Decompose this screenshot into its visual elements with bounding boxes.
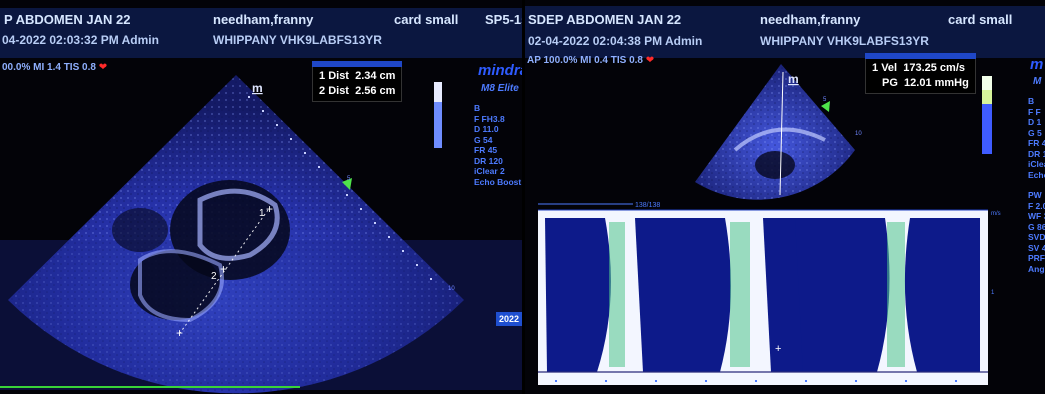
left-study-title: P ABDOMEN JAN 22 [4, 12, 131, 27]
right-echo-panel: SDEP ABDOMEN JAN 22 02-04-2022 02:04:38 … [525, 0, 1045, 394]
svg-text:+: + [266, 202, 273, 216]
left-measurement-1: 1 Dist 2.34 cm [319, 70, 396, 82]
right-preset: card small [948, 12, 1013, 27]
right-param-list-b: BF FD 1 G 5FR 4DR 1 iCleaEcho [1028, 96, 1045, 180]
caliper-1-label: 1 [259, 208, 265, 219]
left-depth-mark: 5 [347, 176, 351, 182]
left-probe: SP5-1s [485, 12, 522, 27]
right-focus-marker-icon [821, 101, 830, 112]
right-measurement-2: PG 12.01 mmHg [882, 77, 969, 89]
right-measurement-box: 1 Vel 173.25 cm/s PG 12.01 mmHg [865, 53, 976, 94]
left-model: M8 Elite [481, 83, 519, 94]
right-sector-mark: 5 [823, 97, 827, 103]
left-focus-marker-icon [342, 178, 352, 190]
svg-text:+: + [220, 262, 227, 276]
left-power-readout: 00.0% MI 1.4 TIS 0.8 ❤ [2, 62, 108, 73]
right-brand-logo: m [1030, 56, 1044, 73]
right-measurement-1: 1 Vel 173.25 cm/s [872, 62, 965, 74]
left-echo-panel: P ABDOMEN JAN 22 04-2022 02:03:32 PM Adm… [0, 0, 522, 394]
left-brand-logo: mindra [478, 62, 522, 79]
left-preset: card small [394, 12, 459, 27]
right-model: M [1033, 76, 1042, 87]
left-orientation-marker: m [252, 81, 263, 95]
right-power-readout: AP 100.0% MI 0.4 TIS 0.8 ❤ [527, 55, 655, 66]
doppler-header: 138/138 [635, 202, 660, 209]
left-header-bar [0, 8, 522, 58]
left-institution: WHIPPANY VHK9LABFS13YR [213, 33, 382, 47]
right-sector-depth: 10 [855, 131, 862, 137]
right-patient-name: needham,franny [760, 12, 861, 27]
right-sector-image: m 10 5 + 138/138 m/s 1 [538, 64, 1001, 385]
svg-text:+: + [176, 326, 183, 340]
right-datetime: 02-04-2022 02:04:38 PM Admin [528, 34, 703, 48]
svg-text:+: + [775, 343, 781, 355]
left-bmode-image: 1 2 + + + m 10 5 [0, 75, 522, 394]
right-study-title: SDEP ABDOMEN JAN 22 [528, 12, 682, 27]
left-grayscale-bar [434, 82, 442, 148]
doppler-tick: 1 [991, 290, 995, 296]
right-orientation-marker: m [788, 72, 799, 86]
left-depth-label: 10 [448, 286, 455, 292]
doppler-unit: m/s [991, 211, 1001, 217]
left-datetime: 04-2022 02:03:32 PM Admin [2, 33, 159, 47]
right-institution: WHIPPANY VHK9LABFS13YR [760, 34, 929, 48]
left-patient-name: needham,franny [213, 12, 314, 27]
left-year-badge: 2022 [496, 312, 522, 326]
left-green-status-line [0, 386, 300, 388]
right-color-bar [982, 76, 992, 154]
caliper-2-label: 2 [211, 271, 217, 282]
right-header-bar [525, 6, 1045, 58]
left-measurement-2: 2 Dist 2.56 cm [319, 85, 396, 97]
left-measurement-box: 1 Dist 2.34 cm 2 Dist 2.56 cm [312, 61, 403, 102]
